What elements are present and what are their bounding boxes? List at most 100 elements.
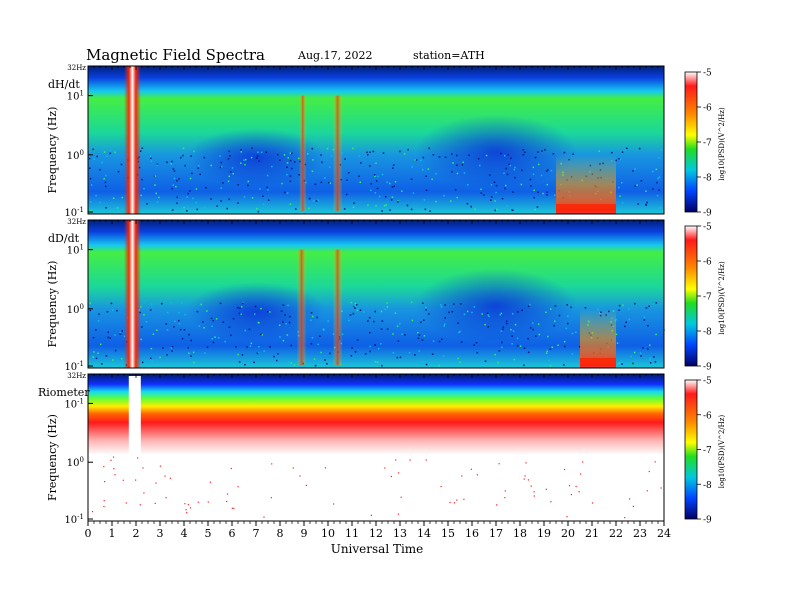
noise-speck	[114, 334, 116, 336]
noise-speck	[263, 350, 265, 352]
noise-speck	[500, 152, 502, 155]
noise-speck	[96, 155, 98, 158]
noise-speck	[196, 208, 198, 211]
noise-speck	[159, 465, 161, 467]
noise-speck	[656, 194, 659, 197]
noise-speck	[401, 333, 403, 335]
noise-speck	[290, 362, 292, 364]
noise-speck	[409, 459, 411, 461]
noise-speck	[649, 359, 651, 361]
noise-speck	[458, 331, 460, 334]
noise-speck	[271, 165, 273, 168]
noise-speck	[103, 466, 105, 468]
noise-speck	[530, 185, 532, 187]
noise-speck	[384, 196, 387, 198]
noise-speck	[112, 456, 115, 458]
noise-speck	[203, 207, 206, 209]
quiet-region	[415, 114, 577, 189]
noise-speck	[546, 191, 548, 193]
noise-speck	[384, 308, 386, 310]
noise-speck	[550, 169, 553, 172]
noise-speck	[647, 348, 649, 350]
noise-speck	[109, 149, 112, 152]
noise-speck	[431, 353, 434, 355]
noise-speck	[390, 475, 392, 478]
noise-speck	[116, 207, 119, 209]
noise-speck	[545, 352, 548, 354]
noise-speck	[228, 326, 231, 328]
noise-speck	[410, 208, 413, 211]
noise-speck	[235, 346, 237, 348]
y-tick-label: 100	[67, 456, 84, 469]
noise-speck	[176, 202, 178, 204]
noise-speck	[229, 155, 231, 157]
noise-speck	[410, 301, 413, 303]
noise-speck	[392, 164, 395, 166]
noise-speck	[195, 188, 198, 190]
x-axis: 0 1 2 3 4 5 6 7 8 9 10 11 12 13 14 15 16 17 18 19 20 21 22 23 24	[85, 521, 671, 540]
noise-speck	[165, 323, 168, 325]
noise-speck	[392, 352, 395, 354]
noise-speck	[186, 512, 188, 514]
noise-speck	[459, 330, 461, 333]
noise-speck	[310, 319, 312, 321]
noise-speck	[380, 310, 383, 313]
noise-speck	[277, 353, 279, 355]
noise-speck	[501, 346, 503, 349]
noise-speck	[618, 158, 620, 160]
noise-speck	[293, 161, 296, 163]
noise-speck	[533, 491, 535, 493]
noise-speck	[97, 352, 99, 354]
y-axis-label: Frequency (Hz)	[46, 107, 59, 194]
noise-speck	[231, 167, 234, 169]
noise-speck	[267, 199, 270, 201]
noise-speck	[654, 361, 657, 363]
noise-speck	[173, 326, 175, 328]
noise-speck	[187, 504, 189, 506]
noise-speck	[366, 151, 368, 154]
noise-speck	[256, 207, 258, 210]
noise-speck	[143, 492, 145, 494]
noise-speck	[582, 461, 584, 463]
noise-speck	[176, 179, 178, 182]
noise-speck	[363, 311, 365, 313]
noise-speck	[354, 307, 356, 309]
noise-speck	[400, 496, 402, 498]
noise-speck	[547, 169, 549, 171]
noise-speck	[220, 161, 222, 164]
noise-speck	[621, 151, 624, 153]
noise-speck	[243, 196, 246, 198]
noise-speck	[143, 362, 145, 365]
noise-speck	[568, 485, 571, 487]
noise-speck	[584, 307, 587, 309]
noise-speck	[658, 157, 660, 159]
noise-speck	[618, 186, 620, 189]
noise-speck	[501, 341, 503, 344]
noise-speck	[425, 175, 427, 177]
noise-speck	[377, 175, 379, 178]
noise-speck	[386, 181, 388, 183]
noise-speck	[424, 208, 427, 211]
x-tick-label: 4	[181, 527, 188, 540]
noise-speck	[219, 166, 222, 169]
noise-speck	[438, 340, 441, 343]
noise-speck	[552, 153, 555, 155]
colorbar-tick-label: -8	[703, 328, 712, 338]
noise-speck	[99, 169, 101, 171]
noise-speck	[179, 328, 182, 331]
noise-speck	[410, 178, 413, 180]
x-axis-label: Universal Time	[331, 542, 424, 556]
noise-speck	[443, 325, 445, 327]
noise-speck	[513, 168, 516, 171]
noise-speck	[473, 306, 476, 308]
noise-speck	[227, 158, 230, 160]
noise-speck	[514, 166, 516, 169]
noise-speck	[93, 351, 95, 353]
noise-speck	[140, 338, 142, 341]
noise-speck	[451, 310, 454, 313]
noise-speck	[150, 157, 152, 159]
noise-speck	[354, 302, 357, 305]
noise-speck	[373, 320, 375, 323]
noise-speck	[624, 325, 626, 328]
noise-speck	[110, 459, 112, 461]
